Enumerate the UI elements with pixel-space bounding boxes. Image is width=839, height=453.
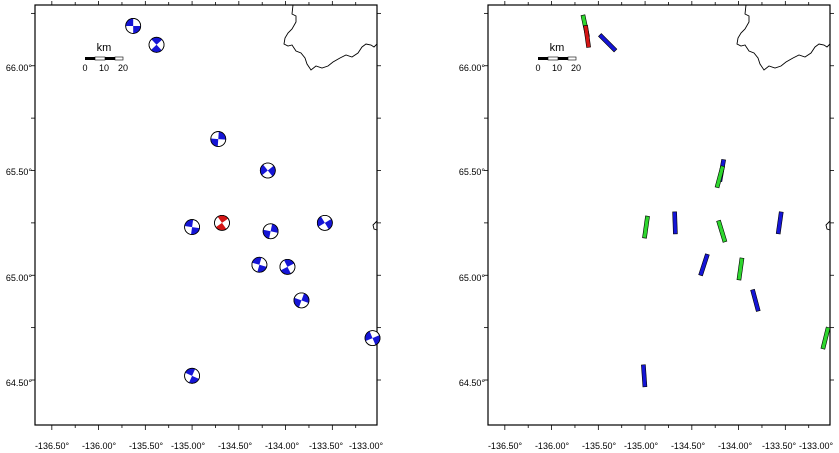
focal-mechanism: [364, 330, 381, 347]
y-tick-label: 65.50°: [459, 167, 486, 177]
focal-mechanism: [293, 292, 310, 309]
x-tick-label: -135.50°: [582, 441, 617, 451]
y-tick-label: 66.00°: [459, 63, 486, 73]
scale-bar-tick: 20: [571, 63, 581, 73]
y-tick-label: 65.00°: [6, 273, 33, 283]
focal-mechanism: [184, 367, 200, 384]
scale-bar-tick: 20: [118, 63, 128, 73]
coastline: [283, 5, 377, 71]
x-tick-label: -135.00°: [624, 441, 659, 451]
stress-axis-bar: [583, 24, 591, 48]
focal-mechanism: [210, 131, 227, 147]
y-tick-label: 65.50°: [6, 167, 33, 177]
x-tick-label: -136.50°: [35, 441, 70, 451]
x-tick-label: -134.00°: [718, 441, 753, 451]
x-tick-label: -135.50°: [129, 441, 164, 451]
focal-mechanism: [316, 214, 333, 231]
focal-mechanisms: [125, 18, 381, 384]
stress-axis-bar: [716, 219, 728, 243]
stress-axis-bar: [775, 211, 784, 235]
stress-axis-bar: [642, 215, 650, 239]
y-tick-labels: 66.00° 65.50° 65.00° 64.50°: [459, 63, 486, 388]
map-frame: [487, 4, 831, 426]
focal-mechanism: [279, 258, 296, 275]
y-tick-label: 64.50°: [459, 378, 486, 388]
y-tick-labels: 66.00° 65.50° 65.00° 64.50°: [6, 63, 33, 388]
focal-mechanism: [184, 219, 200, 235]
focal-mechanism: [125, 18, 142, 34]
coastline: [825, 220, 831, 231]
x-tick-label: -134.00°: [265, 441, 300, 451]
x-tick-label: -134.50°: [671, 441, 706, 451]
y-tick-label: 65.00°: [459, 273, 486, 283]
coastline: [372, 220, 378, 231]
scale-bar-title: km: [97, 42, 112, 54]
x-tick-labels: -136.50° -136.00° -135.50° -135.00° -134…: [35, 441, 384, 451]
x-tick-label: -136.00°: [82, 441, 117, 451]
map-border-ticks: [31, 1, 381, 430]
y-tick-label: 66.00°: [6, 63, 33, 73]
focal-mechanism: [214, 214, 230, 231]
stress-axis-bar: [598, 33, 618, 53]
coastline: [736, 5, 830, 71]
x-tick-label: -135.00°: [171, 441, 206, 451]
x-tick-label: -134.50°: [218, 441, 253, 451]
stress-axis-bar: [714, 165, 726, 189]
map-scale-bar: km 0 10 20: [535, 42, 581, 73]
stress-axis-bar: [750, 288, 761, 312]
focal-mechanism: [262, 223, 279, 240]
stress-axes: [580, 14, 831, 388]
stress-axis-bar: [641, 364, 648, 388]
x-tick-label: -136.00°: [535, 441, 570, 451]
y-tick-label: 64.50°: [6, 378, 33, 388]
x-tick-label: -133.00°: [799, 441, 834, 451]
scale-bar-tick: 0: [82, 63, 87, 73]
x-tick-label: -133.50°: [762, 441, 797, 451]
stress-axis-bar: [820, 326, 831, 350]
map-panel-right: km 0 10 20 -136.50° -136.00° -135.50° -1…: [459, 1, 834, 451]
map-border-ticks: [484, 1, 834, 430]
x-tick-label: -133.00°: [349, 441, 384, 451]
x-tick-label: -133.50°: [309, 441, 344, 451]
map-panel-left: km 0 10 20 -136.50° -136.00° -135.50° -1…: [6, 1, 384, 451]
scale-bar-tick: 10: [99, 63, 109, 73]
focal-mechanism: [259, 162, 276, 179]
stress-axis-bar: [736, 257, 745, 281]
map-frame: [34, 4, 378, 426]
scale-bar-tick: 0: [535, 63, 540, 73]
scale-bar-title: km: [550, 42, 565, 54]
scale-bar-tick: 10: [552, 63, 562, 73]
x-tick-labels: -136.50° -136.00° -135.50° -135.00° -134…: [488, 441, 834, 451]
focal-mechanism: [251, 256, 268, 273]
stress-axis-bar: [698, 253, 710, 277]
x-tick-label: -136.50°: [488, 441, 523, 451]
focal-mechanism: [148, 36, 165, 53]
stress-axis-bar: [672, 211, 678, 235]
map-scale-bar: km 0 10 20: [82, 42, 128, 73]
